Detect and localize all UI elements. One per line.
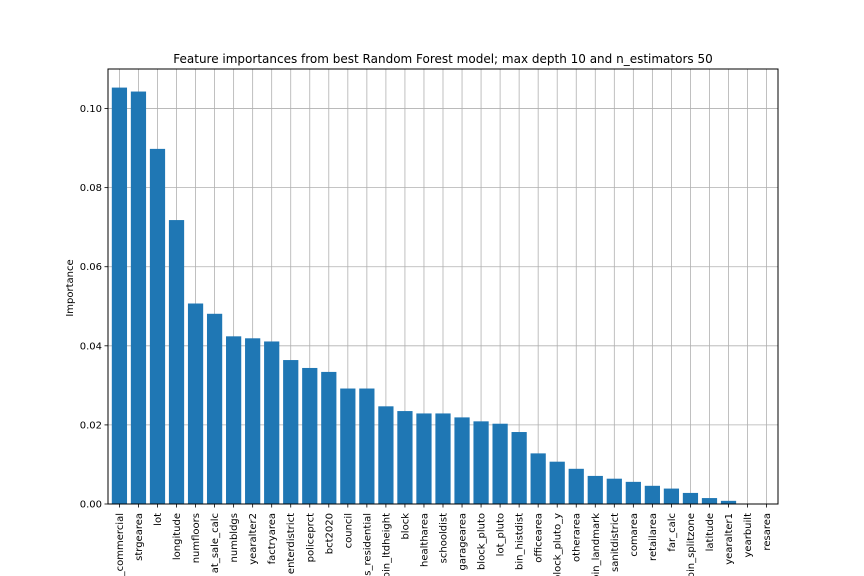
x-tick-label: numbldgs (229, 513, 240, 562)
x-tick-label: garagearea (458, 513, 469, 571)
bar-latitude (701, 498, 718, 504)
bar-longitude (168, 220, 185, 504)
bar-yearalter1 (720, 500, 737, 504)
bar-factryarea (264, 341, 280, 504)
bar-garagearea (454, 417, 470, 504)
bar-strgearea (130, 91, 147, 505)
x-tick-label: bin_histdist (515, 513, 526, 570)
bar-officearea (530, 453, 546, 504)
x-tick-label: factryarea (267, 513, 278, 564)
x-tick-label: bin_splitzone (686, 513, 697, 576)
bar-policeprct (302, 367, 318, 504)
bar-pin-ltdheight (378, 406, 394, 504)
bar-sanitdistrict (606, 478, 622, 504)
bar-council (340, 388, 356, 504)
x-tick-label: enterdistrict (286, 513, 297, 574)
x-tick-label: comarea (629, 513, 640, 557)
bar-bin-histdist (511, 432, 527, 504)
x-tick-label: retailarea (648, 513, 659, 561)
x-tick-label: yearalter1 (724, 513, 735, 565)
x-tick-label: policeprct (305, 513, 316, 562)
bar-bct2020 (321, 371, 337, 504)
x-tick-label: lot_pluto (496, 513, 507, 556)
x-tick-label: yearalter2 (248, 513, 259, 565)
x-tick-label: bct2020 (324, 513, 335, 554)
bar-commercial (111, 87, 128, 504)
x-tick-label: bin_landmark (591, 513, 602, 576)
y-axis-label: Importance (65, 259, 76, 316)
x-tick-label: officearea (534, 513, 545, 563)
y-tick-label: 0.10 (80, 104, 102, 115)
x-tick-label: resarea (762, 513, 773, 551)
x-tick-label: sanitdistrict (610, 513, 621, 572)
bar-at-sale-calc (206, 313, 223, 504)
bar-enterdistrict (283, 360, 299, 504)
x-tick-label: block_pluto (477, 513, 488, 570)
y-tick-layer: 0.00 0.02 0.04 0.06 0.08 0.10 (80, 104, 108, 511)
bar-block-pluto (473, 421, 489, 504)
bar-otherarea (568, 468, 584, 504)
bar-lot-pluto (492, 423, 508, 504)
y-tick-label: 0.06 (80, 262, 102, 273)
bar-retailarea (644, 485, 660, 504)
x-tick-label: strgearea (134, 513, 145, 561)
x-tick-label: council (343, 513, 354, 548)
x-tick-label: block_pluto_y (553, 513, 564, 576)
x-tick-layer: _commercial strgearea lot longitude numfloor… (115, 504, 773, 576)
x-tick-label: far_calc (667, 513, 678, 552)
y-tick-label: 0.02 (80, 420, 102, 431)
bar-block-pluto-y (549, 461, 565, 504)
bar-bin-splitzone (682, 492, 699, 504)
bar-lot (149, 148, 166, 504)
bar-block (397, 411, 413, 504)
x-tick-label: otherarea (572, 513, 583, 562)
bar-numbldgs (226, 336, 242, 504)
x-tick-label: numfloors (191, 513, 202, 563)
chart-title: Feature importances from best Random For… (173, 52, 712, 66)
plot-frame (107, 68, 779, 505)
y-tick-label: 0.08 (80, 183, 102, 194)
bar-schooldist (435, 413, 451, 504)
bar-bin-landmark (587, 475, 603, 504)
bar-s-residential (359, 388, 375, 504)
x-tick-label: schooldist (439, 513, 450, 563)
x-tick-label: longitude (172, 513, 183, 560)
bar-numfloors (187, 303, 204, 504)
bar-healtharea (416, 413, 432, 504)
x-tick-label: block (400, 513, 411, 540)
y-tick-label: 0.04 (80, 341, 102, 352)
x-tick-label: at_sale_calc (210, 513, 221, 573)
x-tick-label: _commercial (115, 513, 126, 576)
y-tick-label: 0.00 (80, 500, 102, 511)
bar-layer (111, 87, 756, 505)
bar-far-calc (663, 488, 680, 504)
bar-comarea (625, 481, 641, 504)
x-tick-label: healtharea (419, 513, 430, 567)
x-tick-label: lot (153, 513, 164, 526)
bar-yearalter2 (245, 338, 261, 504)
x-tick-label: yearbuilt (743, 513, 754, 558)
x-tick-label: s_residential (362, 513, 373, 576)
x-tick-label: pin_ltdheight (381, 513, 392, 576)
x-tick-label: latitude (705, 513, 716, 551)
